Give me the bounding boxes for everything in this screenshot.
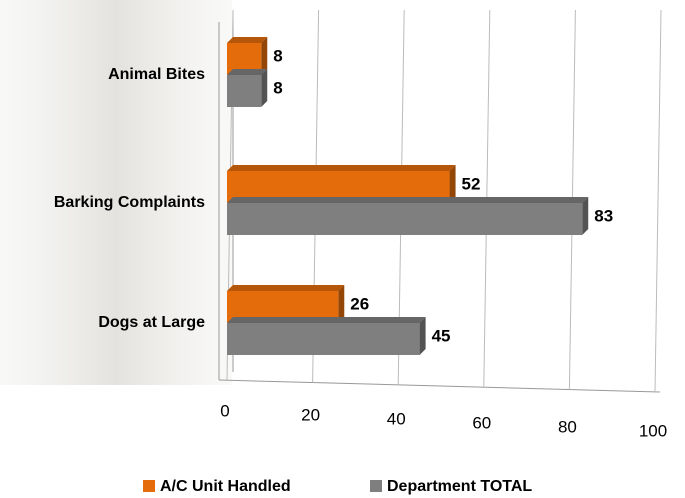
bar-side: [419, 317, 426, 355]
x-tick-label: 60: [472, 413, 491, 432]
background-image: [0, 0, 232, 385]
bar-top: [227, 37, 268, 43]
bar-top: [227, 69, 268, 75]
data-label: 8: [273, 78, 282, 97]
legend-label: Department TOTAL: [387, 478, 532, 495]
data-label: 8: [273, 46, 282, 65]
bar-side: [261, 37, 268, 75]
bar-side: [449, 165, 456, 203]
bar: [227, 75, 262, 107]
data-label: 83: [594, 206, 613, 225]
bar: [227, 203, 583, 235]
bar-top: [227, 285, 345, 291]
legend-label: A/C Unit Handled: [160, 478, 291, 495]
floor-edge: [218, 379, 661, 393]
x-tick-label: 40: [387, 409, 406, 428]
data-label: 52: [462, 174, 481, 193]
grid-line: [654, 9, 662, 393]
bar: [227, 323, 420, 355]
bar-top: [227, 317, 426, 323]
data-label: 26: [350, 294, 369, 313]
category-label: Dogs at Large: [98, 314, 205, 331]
legend-swatch: [143, 480, 155, 492]
bar-side: [261, 69, 268, 107]
data-label: 45: [432, 326, 451, 345]
category-label: Barking Complaints: [54, 194, 205, 211]
x-tick-label: 100: [639, 421, 667, 440]
bar-top: [227, 197, 589, 203]
legend-swatch: [370, 480, 382, 492]
bar-side: [582, 197, 589, 235]
category-label: Animal Bites: [108, 66, 205, 83]
x-tick-label: 20: [301, 405, 320, 424]
bar-side: [338, 285, 345, 323]
x-tick-label: 80: [558, 417, 577, 436]
bar-top: [227, 165, 456, 171]
x-tick-label: 0: [220, 401, 229, 420]
